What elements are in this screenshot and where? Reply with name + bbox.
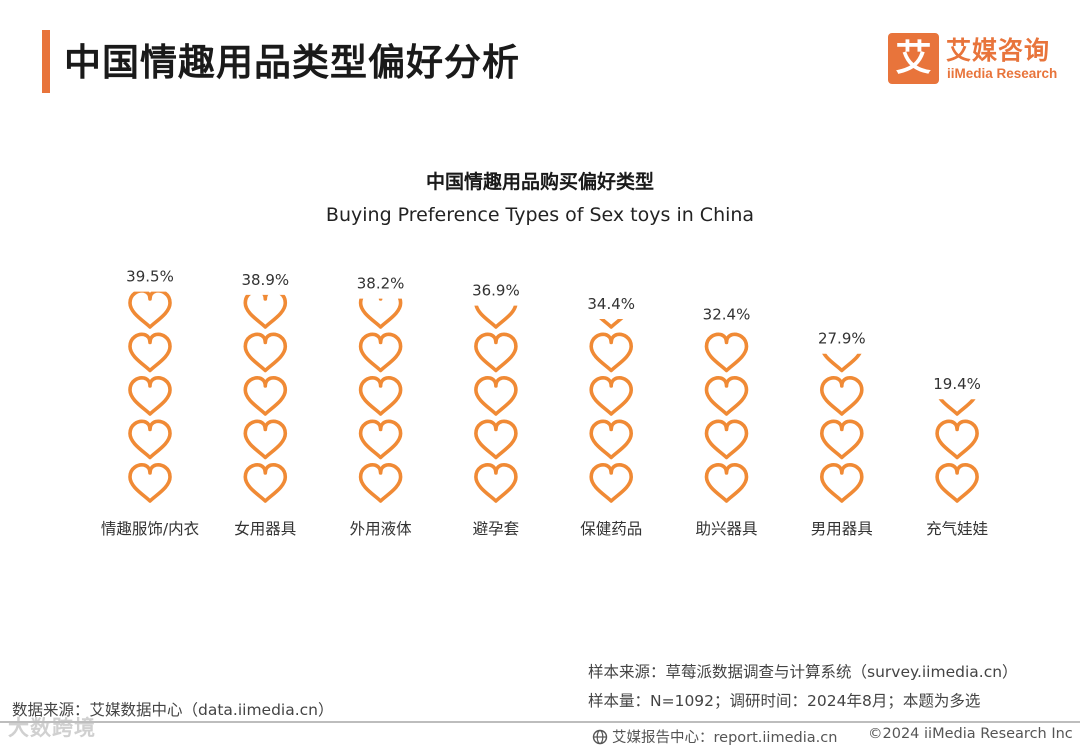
x-tick-label: 充气娃娃 xyxy=(926,520,988,538)
heart-outline-icon xyxy=(589,419,633,460)
x-tick-label: 助兴器具 xyxy=(695,520,757,538)
data-label: 27.9% xyxy=(818,330,866,348)
data-label: 32.4% xyxy=(703,306,751,324)
heart-outline-icon xyxy=(820,419,864,460)
sample-size-note: 样本量：N=1092；调研时间：2024年8月；本题为多选 xyxy=(588,692,981,710)
bar xyxy=(243,294,288,503)
bar xyxy=(589,318,633,503)
heart-outline-icon xyxy=(128,376,172,416)
bar xyxy=(935,291,979,503)
data-label: 38.2% xyxy=(357,275,405,293)
x-tick-label: 情趣服饰/内衣 xyxy=(101,520,199,538)
bar-column-7: 27.9% 男用器具 xyxy=(811,291,873,538)
heart-outline-icon xyxy=(589,463,633,503)
heart-outline-icon xyxy=(474,419,518,460)
bar xyxy=(820,291,864,503)
heart-outline-icon xyxy=(589,332,633,373)
heart-outline-icon xyxy=(128,419,172,460)
heart-outline-icon xyxy=(358,419,403,460)
brand-logo: 艾 艾媒咨询 iiMedia Research xyxy=(888,33,1068,87)
logo-chinese-name: 艾媒咨询 xyxy=(946,36,1051,65)
watermark: 大数跨境 xyxy=(8,716,96,740)
heart-outline-icon xyxy=(935,463,979,503)
heart-outline-icon xyxy=(128,463,172,503)
bar-column-5: 34.4% 保健药品 xyxy=(580,295,642,538)
data-label: 36.9% xyxy=(472,282,520,300)
bar xyxy=(704,332,749,503)
heart-outline-icon xyxy=(358,298,403,329)
heart-outline-icon xyxy=(704,332,749,373)
bar xyxy=(474,305,518,503)
heart-outline-icon xyxy=(243,376,288,416)
heart-outline-icon xyxy=(243,294,288,329)
data-source: 数据来源：艾媒数据中心（data.iimedia.cn） xyxy=(12,701,334,719)
heart-outline-icon xyxy=(358,332,403,373)
copyright: ©2024 iiMedia Research Inc xyxy=(868,726,1073,742)
data-label: 38.9% xyxy=(241,271,289,289)
data-label: 34.4% xyxy=(587,295,635,313)
sample-notes: 样本来源：草莓派数据调查与计算系统（survey.iimedia.cn） 样本量… xyxy=(588,658,1018,716)
heart-outline-icon xyxy=(704,463,749,503)
x-tick-label: 保健药品 xyxy=(580,520,642,538)
bar xyxy=(358,298,403,503)
report-center-text: 艾媒报告中心：report.iimedia.cn xyxy=(612,730,838,746)
bar xyxy=(128,291,172,503)
heart-outline-icon xyxy=(935,419,979,460)
heart-outline-icon xyxy=(820,376,864,416)
page-title: 中国情趣用品类型偏好分析 xyxy=(64,41,520,84)
heart-outline-icon xyxy=(937,291,977,327)
chart-subtitle: Buying Preference Types of Sex toys in C… xyxy=(325,204,755,226)
heart-outline-icon xyxy=(822,291,862,327)
heart-outline-icon xyxy=(474,332,518,373)
x-tick-label: 外用液体 xyxy=(350,520,413,538)
logo-english-name: iiMedia Research xyxy=(947,66,1058,81)
heart-outline-icon xyxy=(128,332,172,373)
data-label: 39.5% xyxy=(126,268,174,286)
x-tick-label: 避孕套 xyxy=(473,520,520,538)
globe-icon xyxy=(592,729,608,745)
bar-column-8: 19.4% 充气娃娃 xyxy=(926,291,988,538)
heart-outline-icon xyxy=(820,463,864,503)
bar-column-4: 36.9% 避孕套 xyxy=(472,282,520,538)
heart-outline-icon xyxy=(358,463,403,503)
report-center: 艾媒报告中心：report.iimedia.cn xyxy=(592,726,837,747)
x-tick-label: 男用器具 xyxy=(811,520,873,538)
data-label: 19.4% xyxy=(933,375,981,393)
sample-source-note: 样本来源：草莓派数据调查与计算系统（survey.iimedia.cn） xyxy=(588,663,1018,681)
heart-outline-icon xyxy=(474,463,518,503)
heart-outline-icon xyxy=(243,332,288,373)
title-accent-bar xyxy=(42,30,50,93)
heart-outline-icon xyxy=(704,376,749,416)
heart-outline-icon xyxy=(474,376,518,416)
logo-mark-icon: 艾 xyxy=(888,33,939,84)
heart-outline-icon xyxy=(243,463,288,503)
heart-outline-icon xyxy=(358,376,403,416)
x-tick-label: 女用器具 xyxy=(234,519,296,538)
bar-column-6: 32.4% 助兴器具 xyxy=(695,306,757,538)
footer-divider xyxy=(0,721,1080,723)
heart-outline-icon xyxy=(704,419,749,460)
heart-outline-icon xyxy=(128,291,172,329)
chart-title: 中国情趣用品购买偏好类型 xyxy=(425,171,654,193)
bar-column-3: 38.2% 外用液体 xyxy=(350,275,413,538)
bar-column-2: 38.9% 女用器具 xyxy=(234,271,296,538)
heart-outline-icon xyxy=(243,419,288,460)
heart-outline-icon xyxy=(937,334,977,370)
heart-outline-icon xyxy=(589,376,633,416)
pictogram-chart: 39.5% 情趣服饰/内衣 38.9% 女用器具 38.2% 外用液体 36.9% 避孕套 34… xyxy=(101,268,988,538)
bar-column-1: 39.5% 情趣服饰/内衣 xyxy=(101,268,199,538)
